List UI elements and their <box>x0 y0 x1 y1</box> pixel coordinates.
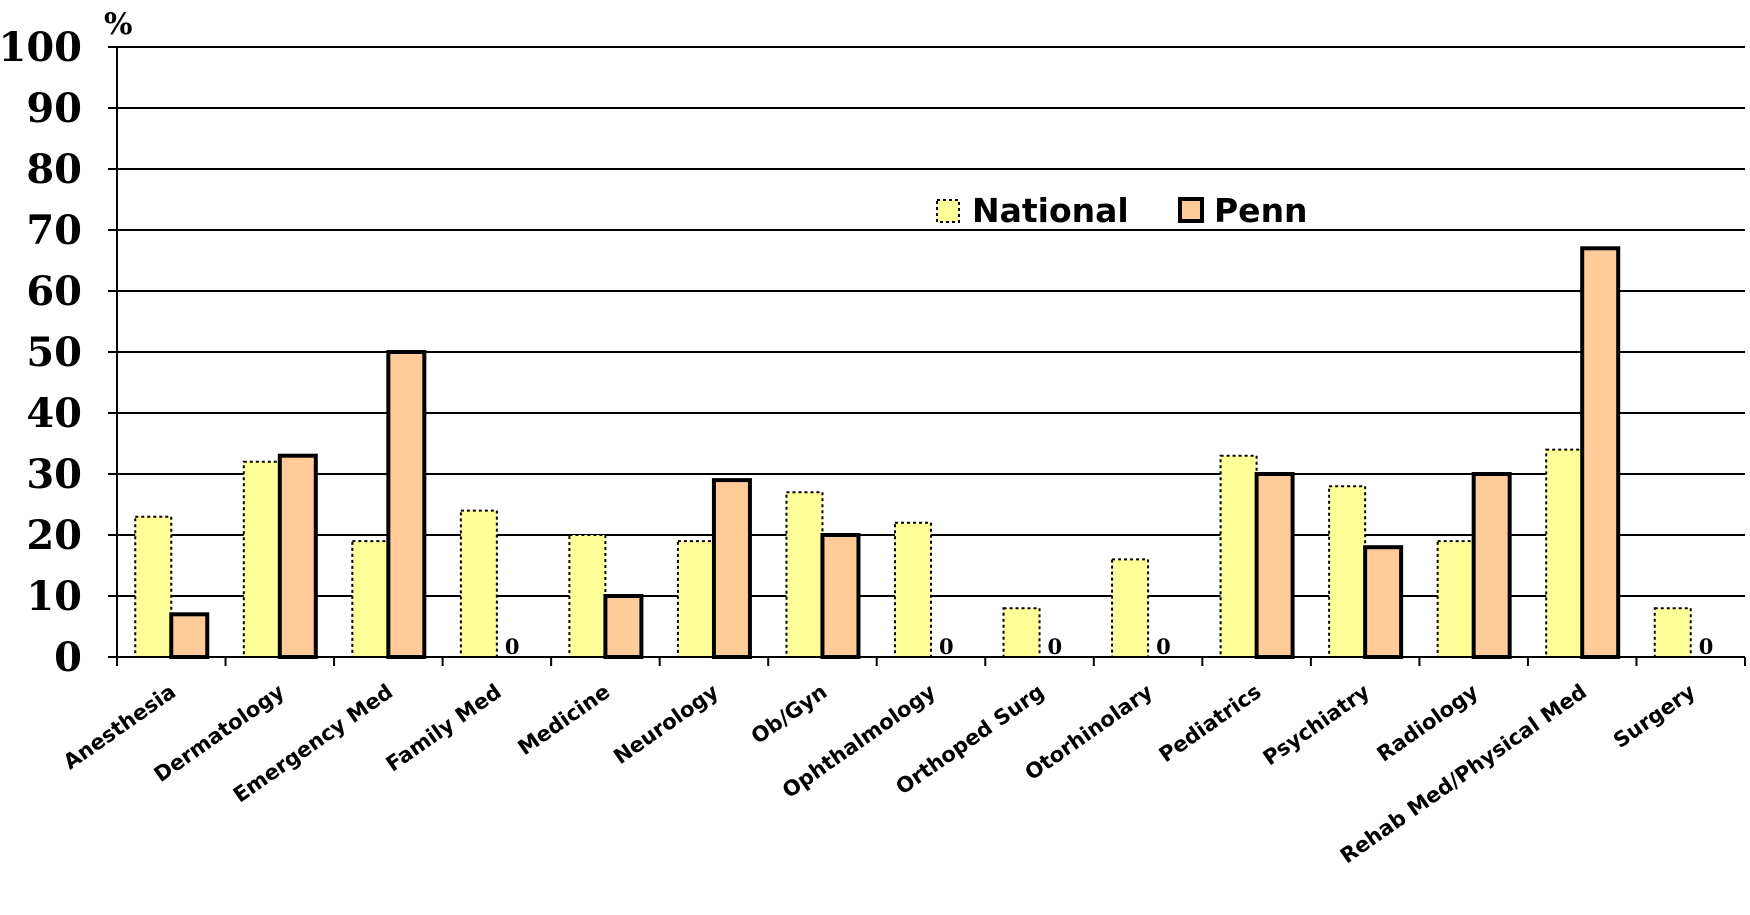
legend-swatch-national <box>936 199 960 223</box>
y-tick-label: 60 <box>26 268 82 315</box>
legend-label-penn: Penn <box>1214 191 1308 230</box>
x-category-label: Ob/Gyn <box>747 679 832 748</box>
bar-national <box>1653 607 1692 659</box>
bar-penn <box>169 612 210 659</box>
bar-penn <box>277 453 318 660</box>
bar-national <box>1328 485 1367 659</box>
bar-national <box>894 521 932 658</box>
bar-penn <box>1580 246 1621 660</box>
bar-national <box>1436 540 1475 658</box>
y-tick-label: 90 <box>26 85 82 132</box>
bar-national <box>351 540 390 658</box>
legend: National Penn <box>936 191 1308 230</box>
bar-national <box>1111 558 1150 659</box>
bar-national <box>1002 607 1041 659</box>
bar-national <box>568 534 607 658</box>
y-tick-label: 70 <box>26 207 82 254</box>
bar-national <box>242 460 281 658</box>
axes <box>108 46 1746 666</box>
bar-penn <box>1254 472 1295 659</box>
zero-value-label: 0 <box>505 634 520 659</box>
y-tick-label: 10 <box>26 573 82 620</box>
legend-swatch-penn <box>1178 197 1204 223</box>
bar-national <box>1219 454 1258 659</box>
y-tick-label: 100 <box>0 24 82 71</box>
y-tick-label: 50 <box>26 329 82 376</box>
x-category-label: Neurology <box>609 679 723 769</box>
legend-label-national: National <box>972 191 1129 230</box>
x-category-label: Psychiatry <box>1259 679 1375 770</box>
bar-penn <box>1471 472 1512 659</box>
bar-national <box>134 515 173 659</box>
x-category-label: Family Med <box>382 679 506 776</box>
bar-national <box>1545 448 1584 658</box>
x-category-label: Surgery <box>1609 679 1700 753</box>
bar-national <box>459 509 498 658</box>
y-tick-label: 0 <box>54 634 82 681</box>
y-tick-label: 30 <box>26 451 82 498</box>
zero-value-label: 0 <box>1048 634 1063 659</box>
zero-value-label: 0 <box>1699 634 1714 659</box>
y-tick-label: 80 <box>26 146 82 193</box>
y-unit-label: % <box>104 7 133 42</box>
bar-penn <box>711 478 752 659</box>
bar-national <box>785 491 824 658</box>
y-tick-label: 40 <box>26 390 82 437</box>
zero-value-label: 0 <box>1156 634 1171 659</box>
bars: 0 0 0 0 0 <box>134 246 1714 660</box>
zero-value-label: 0 <box>939 634 954 659</box>
x-category-label: Pediatrics <box>1155 679 1266 767</box>
bar-penn <box>386 350 427 659</box>
bar-penn <box>820 533 861 659</box>
x-category-label: Radiology <box>1373 679 1483 766</box>
bar-penn <box>603 594 644 659</box>
y-tick-labels: 0 10 20 30 40 50 60 70 80 90 100 <box>0 24 82 681</box>
bar-national <box>676 540 715 658</box>
x-category-label: Medicine <box>513 679 614 760</box>
y-tick-label: 20 <box>26 512 82 559</box>
bar-penn <box>1363 545 1404 660</box>
